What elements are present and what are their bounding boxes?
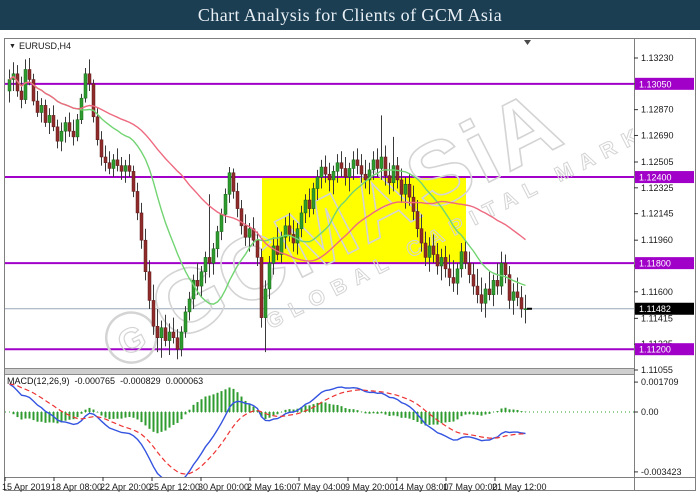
chart-shift-icon[interactable]: [524, 40, 531, 45]
svg-text:0.001709: 0.001709: [641, 377, 679, 387]
svg-text:-0.003423: -0.003423: [641, 467, 682, 477]
svg-text:1.12690: 1.12690: [641, 130, 674, 140]
macd-indicator-label: MACD(12,26,9) -0.000765 -0.000829 0.000063: [7, 376, 208, 386]
svg-text:15 Apr 2019: 15 Apr 2019: [2, 482, 51, 492]
price-level-badge: [635, 343, 694, 356]
price-level-badge: [635, 257, 694, 270]
svg-text:1.12870: 1.12870: [641, 105, 674, 115]
svg-text:1.11415: 1.11415: [641, 313, 673, 323]
price-level-badge: [635, 77, 694, 90]
price-axis[interactable]: 1.13230 1.13050 1.12870 1.12690 1.12505 1.123…: [634, 53, 694, 477]
macd-value-main: -0.000765: [74, 376, 116, 386]
svg-text:GCMASiA: GCMASiA: [135, 70, 578, 362]
svg-text:1.12145: 1.12145: [641, 209, 674, 219]
svg-text:2 May 16:00: 2 May 16:00: [247, 482, 297, 492]
svg-text:1.12400: 1.12400: [639, 173, 672, 183]
price-level-badge: [635, 302, 694, 315]
svg-text:9 May 20:00: 9 May 20:00: [345, 482, 395, 492]
panel-splitter[interactable]: [5, 369, 634, 374]
svg-text:0.00: 0.00: [641, 407, 659, 417]
ma-fast-line: [9, 75, 526, 305]
svg-text:30 Apr 00:00: 30 Apr 00:00: [198, 482, 249, 492]
svg-text:14 May 08:00: 14 May 08:00: [394, 482, 449, 492]
svg-text:1.11960: 1.11960: [641, 235, 673, 245]
macd-signal-line: [9, 383, 526, 475]
ma-slow-line: [9, 75, 526, 262]
chart-symbol-label: ▼ EURUSD,H4: [9, 41, 71, 51]
macd-value-signal: -0.000829: [120, 376, 161, 386]
page-title: Chart Analysis for Clients of GCM Asia: [197, 4, 503, 25]
macd-name: MACD(12,26,9): [7, 376, 70, 386]
svg-text:1.11800: 1.11800: [639, 259, 671, 269]
macd-panel[interactable]: [5, 383, 634, 483]
svg-text:1.12505: 1.12505: [641, 157, 674, 167]
svg-text:1.13050: 1.13050: [639, 79, 672, 89]
svg-text:1.11600: 1.11600: [641, 287, 673, 297]
macd-value-hist: 0.000063: [165, 376, 204, 386]
symbol-dropdown-icon[interactable]: ▼: [9, 42, 16, 50]
title-bar: Chart Analysis for Clients of GCM Asia: [0, 0, 700, 30]
svg-text:1.11055: 1.11055: [641, 365, 673, 375]
svg-text:1.12325: 1.12325: [641, 183, 674, 193]
svg-text:7 May 04:00: 7 May 04:00: [296, 482, 346, 492]
svg-text:25 Apr 12:00: 25 Apr 12:00: [149, 482, 200, 492]
svg-text:17 May 00:00: 17 May 00:00: [443, 482, 498, 492]
macd-main-line: [9, 383, 526, 477]
svg-text:1.11200: 1.11200: [639, 345, 671, 355]
svg-text:18 Apr 08:00: 18 Apr 08:00: [51, 482, 102, 492]
chart-frame: [4, 38, 696, 491]
price-level-badge: [635, 171, 694, 184]
svg-text:21 May 12:00: 21 May 12:00: [492, 482, 547, 492]
symbol-timeframe-text: EURUSD,H4: [18, 41, 71, 51]
svg-text:1.11482: 1.11482: [639, 304, 671, 314]
svg-text:1.13230: 1.13230: [641, 53, 674, 63]
svg-text:22 Apr 20:00: 22 Apr 20:00: [100, 482, 151, 492]
candlesticks: [7, 58, 528, 360]
